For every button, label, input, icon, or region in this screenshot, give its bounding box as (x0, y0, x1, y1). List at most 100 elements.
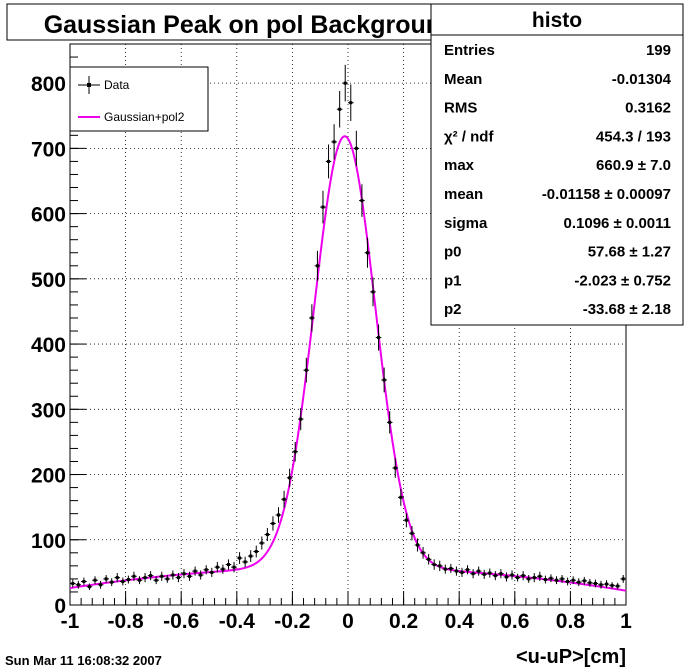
data-point (231, 561, 237, 573)
stats-row-value: -33.68 ± 2.18 (583, 301, 671, 318)
stats-row: p0 57.68 ± 1.27 (444, 244, 671, 261)
data-point (353, 130, 360, 166)
data-point (598, 580, 604, 589)
data-point (570, 576, 576, 585)
data-point (314, 250, 321, 281)
stats-row: mean -0.01158 ± 0.00097 (444, 186, 671, 203)
data-point (86, 583, 93, 590)
data-point (548, 574, 554, 583)
x-tick-label: -0.8 (108, 610, 145, 633)
data-point (120, 577, 126, 586)
data-point (603, 580, 610, 589)
data-point (136, 576, 143, 585)
stats-row-value: -0.01304 (612, 71, 672, 88)
stats-row: sigma 0.1096 ± 0.0011 (444, 215, 671, 232)
y-tick-label: 700 (31, 138, 66, 161)
chart-title: Gaussian Peak on pol Background (44, 11, 457, 39)
stats-row-label: RMS (444, 100, 477, 117)
data-point (381, 367, 387, 393)
stats-row-label: mean (444, 186, 483, 203)
stats-row-label: p1 (444, 272, 462, 289)
data-point (531, 573, 538, 583)
stats-rows: Entries 199 Mean -0.01304 RMS 0.3162 χ² / ndf 4… (444, 42, 672, 318)
data-point (448, 563, 454, 574)
data-point (520, 571, 526, 581)
data-point (464, 565, 471, 575)
data-point (192, 566, 198, 576)
data-point (303, 357, 310, 383)
data-point (392, 458, 399, 478)
stats-row-value: 0.3162 (625, 100, 671, 117)
legend: Data Gaussian+pol2 (69, 66, 209, 132)
data-point (325, 144, 332, 179)
data-point (125, 575, 132, 584)
data-point (75, 580, 82, 589)
x-tick-label: 0.4 (445, 610, 475, 633)
timestamp: Sun Mar 11 16:08:32 2007 (5, 653, 162, 668)
y-tick-label: 500 (31, 269, 66, 292)
data-point (153, 576, 159, 585)
data-point (69, 579, 76, 588)
data-point (292, 441, 298, 462)
data-point (214, 561, 221, 573)
data-point (503, 572, 510, 582)
y-tick-label: 0 (54, 595, 66, 618)
x-tick-label: 0.2 (389, 610, 418, 633)
data-point (542, 575, 549, 584)
stats-row-value: 199 (646, 42, 671, 59)
stats-row: RMS 0.3162 (444, 100, 671, 117)
data-point (197, 570, 204, 580)
stats-row-value: -0.01158 ± 0.00097 (542, 186, 671, 203)
data-point (614, 582, 621, 590)
data-point (175, 573, 182, 583)
data-point (147, 571, 154, 581)
x-tick-label: -0.4 (219, 610, 256, 633)
stats-row: p1 -2.023 ± 0.752 (444, 272, 671, 289)
data-point (386, 411, 393, 434)
data-point (359, 184, 365, 217)
data-point (347, 84, 354, 121)
data-point (409, 526, 415, 541)
stats-row-value: 660.9 ± 7.0 (596, 157, 671, 174)
data-point (620, 574, 627, 583)
data-point (108, 578, 115, 587)
data-point (436, 560, 443, 572)
x-tick-label: 0.6 (500, 610, 529, 633)
stats-row: max 660.9 ± 7.0 (444, 157, 671, 174)
data-point (459, 567, 465, 577)
data-point (164, 574, 171, 583)
title-box: Gaussian Peak on pol Background (6, 3, 495, 41)
data-point (92, 576, 98, 585)
stats-row: Mean -0.01304 (444, 71, 672, 88)
data-point (236, 552, 243, 564)
data-point (581, 576, 588, 585)
data-point (525, 574, 532, 583)
stats-row-label: Mean (444, 71, 482, 88)
data-point (486, 568, 493, 578)
data-point (81, 577, 87, 586)
axes: -1 -0.8 -0.6 -0.4 -0.2 0 0.2 0.4 0.6 0.8 1 0 100 200 3… (31, 43, 632, 633)
data-point (575, 578, 582, 587)
data-point (309, 304, 315, 332)
stats-row-label: max (444, 157, 475, 174)
data-point (587, 578, 593, 587)
data-point (158, 571, 165, 581)
y-tick-label: 200 (31, 465, 66, 488)
stats-row: p2 -33.68 ± 2.18 (444, 301, 671, 318)
data-point (442, 564, 449, 574)
stats-box-title: histo (532, 9, 582, 32)
stats-row-label: Entries (444, 42, 495, 59)
x-tick-label: 0 (342, 610, 354, 633)
data-point (592, 579, 599, 588)
x-axis-label: <u-uP>[cm] (516, 646, 626, 668)
data-point (364, 237, 371, 268)
y-tick-label: 600 (31, 204, 66, 227)
data-point (203, 565, 210, 575)
data-point (259, 536, 265, 550)
y-tick-label: 100 (31, 530, 66, 553)
data-point (398, 488, 404, 506)
data-point (564, 577, 571, 586)
y-tick-label: 300 (31, 399, 66, 422)
stats-row-value: 454.3 / 193 (596, 128, 671, 145)
